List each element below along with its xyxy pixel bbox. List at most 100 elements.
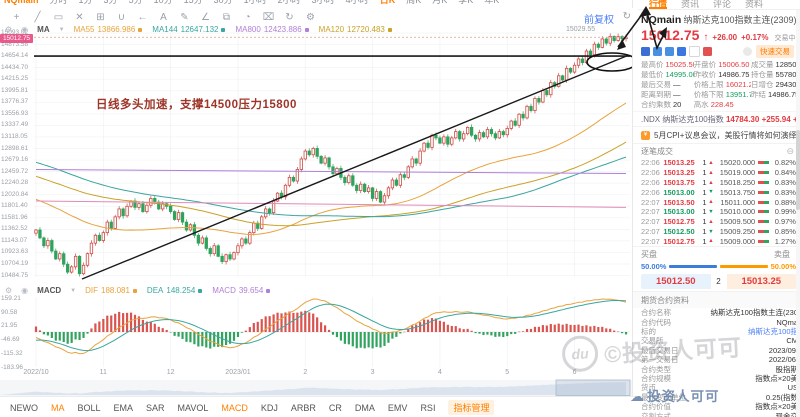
macd-indicator-label[interactable]: MACD [37, 286, 62, 295]
gear-icon[interactable]: ⚙ [5, 286, 13, 295]
indicator-button-cr[interactable]: CR [328, 402, 342, 413]
eye-icon[interactable]: ◉ [21, 286, 29, 295]
indicator-manage-button[interactable]: 指标管理 [448, 400, 495, 415]
price-axis-label: 14654.14 [1, 52, 29, 60]
price-row: 15012.75 ↑ +26.00 +0.17% 交易中 06/12 22:01… [633, 26, 800, 43]
feature-badge-icon[interactable] [703, 47, 712, 56]
collapse-icon[interactable]: ⊖ [786, 146, 794, 157]
indicator-button-kdj[interactable]: KDJ [260, 402, 278, 413]
tick-price: 15013.50 [663, 197, 695, 207]
channel-tool[interactable]: ⊞ [96, 11, 105, 23]
arrow-tool[interactable]: ← [137, 11, 148, 23]
indicator-button-ema[interactable]: EMA [113, 402, 134, 413]
index-price: 14784.30 [725, 115, 760, 125]
level-pct: 0.99% [774, 207, 796, 217]
panel-tab[interactable]: 行情 [649, 0, 668, 9]
news-banner[interactable]: ¥ 5月CPI+议息会议，美股行情将如何演绎? [633, 126, 800, 145]
timeframe-tab[interactable]: 3小时 [311, 0, 335, 5]
price-axis-label: 14215.25 [1, 75, 29, 83]
cross-erase-tool[interactable]: ✕ [75, 11, 84, 23]
quick-trade-button[interactable]: 快速交易 [756, 45, 794, 58]
tick-down-icon: ▼ [708, 189, 714, 196]
chevron-down-icon[interactable]: ▼ [58, 26, 65, 33]
magnet-tool[interactable]: ∪ [117, 11, 126, 23]
gear-icon[interactable]: ⚙ [5, 25, 13, 34]
text-tool[interactable]: A [160, 11, 167, 23]
timeframe-tab[interactable]: 2小时 [277, 0, 301, 5]
settings-tool[interactable]: ⚙ [306, 11, 315, 23]
panel-tab[interactable]: 资讯 [681, 0, 700, 9]
panel-tab[interactable]: 资料 [745, 0, 764, 9]
feature-badge-icon[interactable] [665, 47, 674, 56]
feature-badge-icon[interactable] [677, 47, 686, 56]
timeframe-tab[interactable]: 30分 [213, 0, 233, 5]
adjust-mode-button[interactable]: 前复权 [584, 15, 614, 26]
indicator-chip-value: 12647.132 [180, 25, 219, 34]
indicator-chip[interactable]: MA144 12647.132 [152, 25, 226, 34]
eye-icon[interactable]: ◉ [21, 25, 29, 34]
bid-price[interactable]: 15012.50 [641, 274, 711, 290]
stat-value: 29430 [775, 80, 796, 89]
trendline-tool[interactable]: ╱ [34, 11, 41, 23]
copy-tool[interactable]: ⧉ [222, 11, 231, 23]
timeframe-tab[interactable]: 分时 [49, 0, 68, 5]
last-price: 15012.75 [641, 27, 700, 43]
scrollbar-thumb[interactable] [796, 130, 800, 210]
indicator-button-ma[interactable]: MA [51, 402, 65, 413]
scrollbar-track[interactable] [796, 10, 800, 417]
timeframe-bar: NQmain 分时 1分 3分 5分 10分 15分 30分 1小时 2小时 3小时 4小时 日K 周K… [0, 0, 632, 8]
ask-price[interactable]: 15013.25 [726, 274, 796, 290]
timeframe-tab[interactable]: 10分 [153, 0, 173, 5]
timeframe-tab[interactable]: 1小时 [243, 0, 267, 5]
angle-tool[interactable]: ∠ [201, 11, 210, 23]
contract-key: 合约代码 [641, 317, 671, 327]
ma-indicator-label[interactable]: MA [37, 25, 50, 34]
indicator-button-macd[interactable]: MACD [221, 402, 248, 413]
indicator-button-dma[interactable]: DMA [354, 402, 375, 413]
timeframe-tab[interactable]: 4小时 [345, 0, 369, 5]
tick-time: 22:06 [641, 158, 660, 168]
indicator-button-rsi[interactable]: RSI [420, 402, 436, 413]
timeframe-tab[interactable]: 日K [379, 0, 396, 5]
timeframe-tab[interactable]: 1分 [78, 0, 93, 5]
undo-tool[interactable]: ↻ [285, 11, 294, 23]
chevron-down-icon[interactable]: ▼ [70, 287, 77, 294]
history-tool[interactable]: ◔ [244, 11, 251, 23]
contract-value[interactable]: 纳斯达克100指 [747, 326, 798, 336]
indicator-chip[interactable]: MACD 39.654 [212, 286, 271, 295]
indicator-chip[interactable]: MA55 13866.986 [74, 25, 143, 34]
panel-tab[interactable]: 评论 [713, 0, 732, 9]
timeframe-tab[interactable]: 周K [406, 0, 422, 5]
indicator-chip-dot [304, 27, 309, 32]
timeframe-tab[interactable]: 3分 [103, 0, 118, 5]
ask-bar [720, 265, 768, 268]
timeframe-tab[interactable]: 月K [432, 0, 448, 5]
indicator-chip[interactable]: DEA 148.254 [147, 286, 203, 295]
contract-row: 合约规模 指数点×20美 [633, 374, 800, 383]
indicator-chip[interactable]: MA800 12423.886 [235, 25, 309, 34]
callout-tool[interactable]: ✎ [180, 11, 189, 23]
timeframe-tab[interactable]: 年K [484, 0, 500, 5]
indicator-button-boll[interactable]: BOLL [77, 402, 101, 413]
indicator-chip[interactable]: MA120 12720.483 [319, 25, 392, 34]
indicator-button-emv[interactable]: EMV [387, 402, 408, 413]
indicator-button-sar[interactable]: SAR [146, 402, 165, 413]
level-bar-green [763, 230, 770, 233]
price-chart[interactable] [0, 0, 632, 417]
indicator-chip[interactable]: DIF 188.081 [85, 286, 137, 295]
indicator-button-arbr[interactable]: ARBR [290, 402, 316, 413]
indicator-button-mavol[interactable]: MAVOL [177, 402, 209, 413]
timeframe-tab[interactable]: 季K [458, 0, 474, 5]
feature-badge-icon[interactable] [653, 47, 662, 56]
refresh-icon[interactable]: ↻ [622, 11, 631, 22]
timeframe-tab[interactable]: 15分 [183, 0, 203, 5]
underlying-index-row[interactable]: .NDX 纳斯达克100指数 14784.30 +255.94 +1.76% [633, 111, 800, 126]
more-options-icon[interactable] [743, 47, 752, 56]
crosshair-tool[interactable]: + [13, 11, 20, 23]
rectangle-tool[interactable]: ▭ [53, 11, 64, 23]
tick-list-header: 逐笔成交 ⊖ [633, 144, 800, 158]
indicator-button-newo[interactable]: NEWO [10, 402, 38, 413]
feature-badge-icon[interactable] [689, 46, 700, 57]
delete-tool[interactable]: ⌧ [262, 11, 275, 23]
timeframe-tab[interactable]: 5分 [128, 0, 143, 5]
